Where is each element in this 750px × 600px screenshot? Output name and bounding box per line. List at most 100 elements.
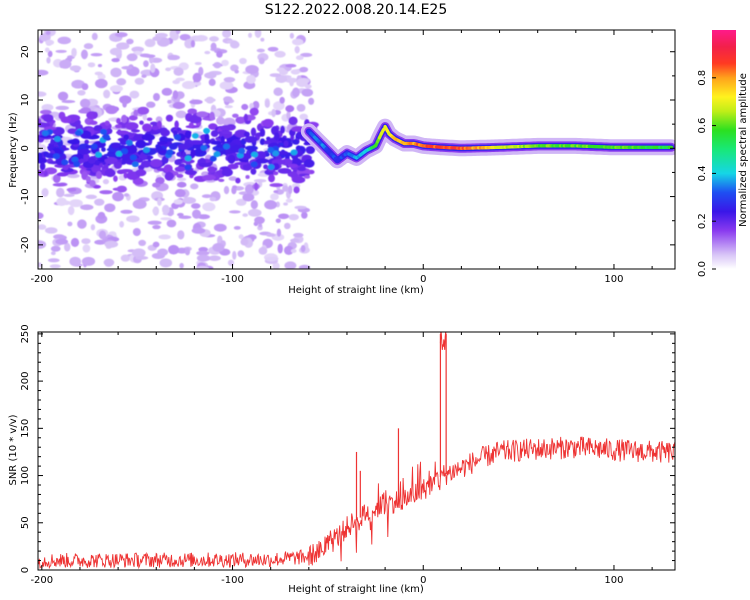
spectrogram-speckle [71, 47, 77, 58]
spectrogram-speckle [39, 109, 52, 115]
spectrogram-speckle [134, 157, 143, 163]
spectrogram-speckle [292, 87, 300, 98]
spectrogram-speckle [189, 140, 203, 145]
spectrogram-speckle [254, 182, 259, 191]
spectrogram-speckle [122, 100, 127, 108]
snr-y-tick-label: 0 [20, 567, 31, 573]
colorbar-label: Normalized spectral amplitude [738, 73, 749, 227]
spectrogram-speckle [192, 209, 201, 219]
spectrogram-speckle [238, 234, 244, 240]
spectrogram-speckle [222, 30, 232, 38]
spectrogram-speckle [175, 77, 185, 82]
spectrogram-speckle [204, 72, 217, 79]
spectrogram-speckle [292, 38, 304, 46]
spectrogram-ridge-layer [300, 118, 675, 169]
spectrogram-speckle [103, 89, 111, 99]
spectrogram-speckle [228, 176, 238, 181]
spectrogram-speckle [166, 149, 174, 156]
spectrogram-speckle [80, 49, 88, 60]
spectrogram-speckle [144, 38, 156, 48]
spectrogram-speckle [204, 50, 211, 55]
spectrogram-speckle [109, 47, 122, 56]
spectrogram-speckle [228, 210, 241, 214]
spectrogram-speckle [39, 32, 51, 42]
spectrogram-speckle [73, 161, 81, 168]
spectrogram-speckle [69, 256, 82, 267]
spectrogram-speckle [181, 80, 196, 90]
spectrogram-speckle [69, 65, 82, 72]
spectrogram-speckle [218, 178, 225, 182]
spectrogram-speckle [126, 215, 140, 223]
spectrogram-x-label: Height of straight line (km) [288, 285, 424, 296]
spectrogram-speckle [253, 179, 267, 183]
spectrogram-speckle [121, 153, 133, 162]
spectrogram-speckle [104, 240, 119, 248]
spectrogram-speckle [289, 32, 295, 39]
spectrogram-speckle [129, 154, 137, 161]
spectrogram-speckle [274, 132, 280, 141]
spectrogram-speckle [113, 161, 123, 169]
spectrogram-speckle [38, 122, 51, 128]
spectrogram-speckle [222, 143, 230, 150]
spectrogram-speckle [84, 139, 90, 145]
spectrogram-speckle [129, 90, 140, 99]
colorbar-tick-label: 0.6 [697, 118, 708, 134]
spectrogram-speckle [56, 197, 67, 207]
spectrogram-speckle [93, 125, 103, 132]
snr-frame [37, 331, 676, 571]
spectrogram-speckle [41, 104, 54, 111]
spectrogram-speckle [45, 39, 55, 46]
spectrogram-speckle [227, 259, 235, 266]
spectrogram-speckle [103, 258, 115, 267]
spectrogram-speckle [52, 182, 67, 187]
spectrogram-speckle [273, 171, 279, 176]
spectrogram-speckle [191, 203, 201, 209]
spectrogram-speckle [61, 100, 76, 104]
spectrogram-speckle [196, 254, 211, 262]
spectrogram-speckle [245, 64, 259, 74]
spectrogram-speckle [39, 134, 53, 139]
spectrogram-speckle [174, 188, 186, 198]
spectrogram-speckle [156, 141, 168, 145]
spectrogram-speckle [299, 66, 309, 73]
spectrogram-speckle [258, 223, 263, 228]
spectrogram-speckle [294, 205, 307, 210]
spectrogram-speckle [203, 127, 211, 134]
spectrogram-speckle [207, 166, 217, 174]
spectrogram-speckle [243, 131, 250, 138]
spectrogram-speckle [213, 223, 227, 232]
spectrogram-speckle [248, 32, 253, 38]
spectrogram-speckle [78, 158, 87, 163]
spectrogram-speckle [285, 198, 293, 203]
spectrogram-speckle [97, 63, 103, 68]
spectrogram-speckle [274, 50, 286, 58]
spectrogram-speckle [198, 246, 209, 252]
spectrogram-speckle [242, 213, 248, 217]
spectrogram-speckle [49, 264, 61, 269]
spectrogram-speckle [182, 196, 197, 204]
spectrogram-speckle [87, 62, 96, 68]
spectrogram-speckle [114, 32, 128, 38]
spectrogram-speckle [189, 99, 203, 105]
spectrogram-speckle [230, 64, 239, 72]
spectrogram-speckle [101, 147, 106, 152]
spectrogram-speckle [47, 50, 53, 58]
colorbar-gradient [712, 30, 736, 269]
spectrogram-speckle [132, 199, 147, 210]
spectrogram-speckle [283, 245, 294, 255]
spectrogram-speckle [290, 248, 297, 253]
spectrogram-speckle [249, 102, 254, 110]
spectrogram-speckle [234, 162, 248, 166]
spectrogram-speckle [267, 163, 275, 170]
spectrogram-speckle [168, 143, 178, 150]
spectrogram-speckle [167, 99, 172, 104]
spectrogram-speckle [227, 154, 236, 164]
spectrogram-speckle [232, 250, 237, 260]
spectrogram-speckle [240, 238, 249, 246]
spectrogram-speckle [242, 163, 252, 171]
spectrogram-speckle [271, 108, 276, 118]
spectrogram-speckle [41, 130, 49, 137]
spectrogram-speckle [250, 200, 258, 210]
spectrogram-speckle [194, 61, 202, 66]
